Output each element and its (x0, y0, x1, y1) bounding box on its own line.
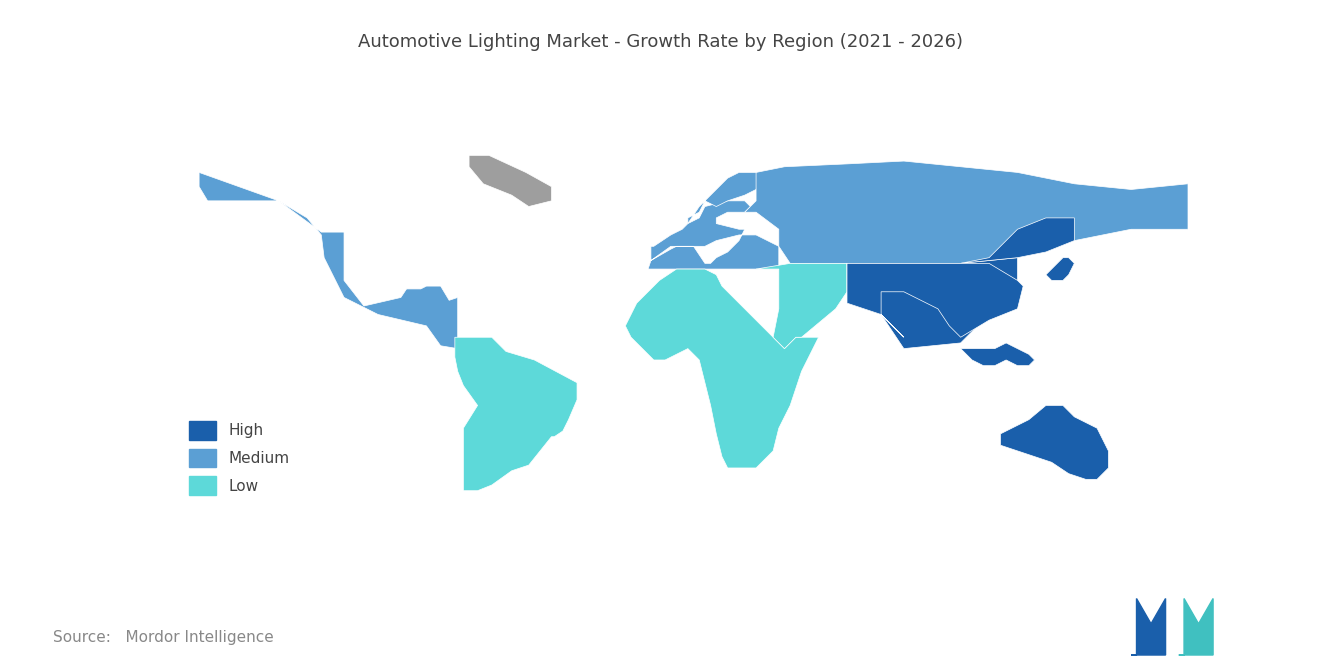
Polygon shape (469, 156, 552, 207)
Polygon shape (1179, 598, 1213, 655)
Polygon shape (961, 343, 1035, 366)
Polygon shape (1045, 257, 1074, 281)
Polygon shape (1001, 406, 1109, 479)
Polygon shape (626, 269, 818, 468)
Polygon shape (756, 263, 847, 348)
Polygon shape (961, 218, 1074, 263)
Polygon shape (648, 201, 779, 269)
Text: Automotive Lighting Market - Growth Rate by Region (2021 - 2026): Automotive Lighting Market - Growth Rate… (358, 33, 962, 51)
Legend: High, Medium, Low: High, Medium, Low (183, 415, 296, 501)
Polygon shape (688, 172, 762, 223)
Polygon shape (1131, 598, 1166, 655)
Polygon shape (847, 257, 1018, 348)
Text: Source:   Mordor Intelligence: Source: Mordor Intelligence (53, 630, 273, 645)
Polygon shape (847, 263, 1023, 337)
Polygon shape (744, 161, 1188, 263)
Polygon shape (199, 172, 458, 348)
Polygon shape (455, 337, 577, 491)
